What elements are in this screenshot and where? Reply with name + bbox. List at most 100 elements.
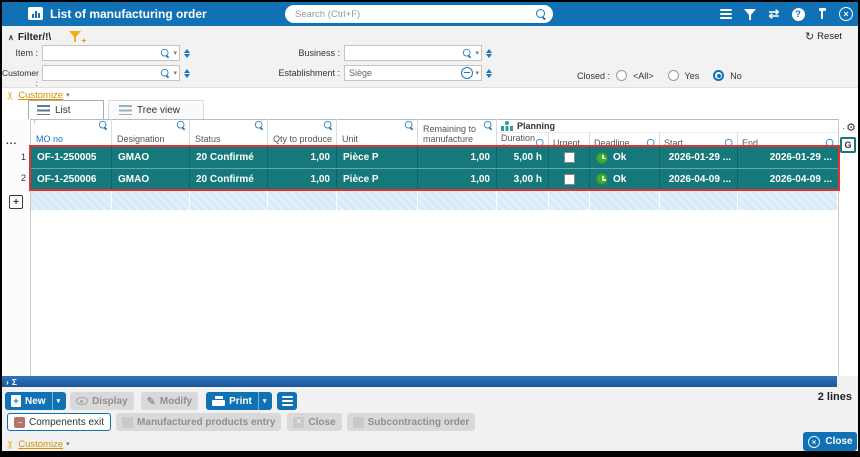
filter-header[interactable]: ∧ Filter/!\ + <box>8 30 86 45</box>
filter-icon[interactable] <box>742 6 758 22</box>
gantt-button[interactable]: G <box>840 137 856 153</box>
item-input[interactable] <box>47 48 159 58</box>
customer-input[interactable] <box>47 68 159 78</box>
closed-all-label[interactable]: <All> <box>633 70 654 81</box>
add-filter-icon[interactable]: + <box>69 30 86 45</box>
cell-duration: 3,00 h <box>497 169 549 189</box>
business-stepper[interactable] <box>484 45 493 61</box>
print-button[interactable]: Print ▾ <box>206 392 273 410</box>
column-search-icon[interactable] <box>404 120 414 130</box>
establishment-input[interactable] <box>349 68 460 78</box>
refresh-icon[interactable]: ⇄ <box>768 6 780 21</box>
table-settings-gear-icon[interactable]: ·⚙ <box>842 122 856 134</box>
column-header-qty[interactable]: Qty to produce <box>268 119 337 147</box>
collapse-chevron-icon[interactable]: ∧ <box>8 32 14 42</box>
customize-caret-icon[interactable]: ▾ <box>66 92 70 99</box>
search-input[interactable] <box>295 8 536 20</box>
business-field[interactable]: ▾ <box>344 45 482 61</box>
item-caret-icon[interactable]: ▾ <box>173 49 177 57</box>
customer-stepper[interactable] <box>182 65 191 81</box>
close-mo-button[interactable]: × Close <box>287 413 342 431</box>
column-header-urgent[interactable]: Urgent <box>549 132 590 153</box>
new-doc-icon: + <box>11 395 21 407</box>
establishment-label: Establishment : <box>278 68 340 78</box>
eye-icon <box>76 397 89 405</box>
global-search[interactable] <box>285 5 553 23</box>
column-header-remaining[interactable]: Remaining to manufacture <box>418 119 497 147</box>
closed-no-label[interactable]: No <box>730 70 742 81</box>
remove-value-icon[interactable] <box>461 67 474 79</box>
closed-all-radio[interactable] <box>616 70 628 81</box>
item-search-icon[interactable] <box>161 48 170 57</box>
business-search-icon[interactable] <box>463 48 472 57</box>
tree-view-icon <box>119 105 132 115</box>
cell-start: 2026-01-29 ... <box>660 147 738 168</box>
closed-no-radio[interactable] <box>713 70 725 81</box>
item-field[interactable]: ▾ <box>42 45 180 61</box>
cell-unit: Pièce P <box>337 169 418 189</box>
business-input[interactable] <box>349 48 461 58</box>
subcontracting-order-button[interactable]: Subcontracting order <box>346 413 476 431</box>
window-close-icon[interactable]: × <box>838 6 854 22</box>
subcontracting-icon <box>352 416 364 428</box>
print-caret-icon[interactable]: ▾ <box>257 392 266 410</box>
establishment-stepper[interactable] <box>484 65 493 81</box>
lines-count: 2 lines <box>817 391 852 403</box>
business-caret-icon[interactable]: ▾ <box>475 49 479 57</box>
display-button[interactable]: Display <box>70 392 134 410</box>
insert-row-icon[interactable]: + <box>9 195 23 209</box>
totals-expander-icon[interactable]: › <box>6 376 9 387</box>
column-header-designation[interactable]: Designation <box>112 119 190 147</box>
scissors-icon: ✂ <box>5 439 18 450</box>
totals-bar[interactable]: › Σ <box>2 376 837 387</box>
closed-yes-label[interactable]: Yes <box>684 70 700 81</box>
gutter-options-icon[interactable]: ... <box>6 136 18 147</box>
customer-search-icon[interactable] <box>161 68 170 77</box>
cell-remaining: 1,00 <box>418 147 497 168</box>
menu-icon[interactable] <box>718 6 734 22</box>
sort-icon: ↑ <box>33 119 37 126</box>
table-row[interactable]: OF-1-250006 GMAO 20 Confirmé 1,00 Pièce … <box>31 168 838 189</box>
customize-caret-icon[interactable]: ▾ <box>66 441 70 448</box>
reset-button[interactable]: ↻ Reset <box>804 31 842 43</box>
column-search-icon[interactable] <box>254 120 264 130</box>
manufactured-products-entry-button[interactable]: Manufactured products entry <box>116 413 282 431</box>
cell-start: 2026-04-09 ... <box>660 169 738 189</box>
components-exit-button[interactable]: → Compenents exit <box>7 413 112 431</box>
customize-bottom[interactable]: ✂ Customize ▾ <box>5 438 70 451</box>
customer-caret-icon[interactable]: ▾ <box>173 69 177 77</box>
column-header-mo-no[interactable]: ↑ MO no <box>31 119 112 147</box>
column-search-icon[interactable] <box>323 120 333 130</box>
closed-yes-radio[interactable] <box>667 70 679 81</box>
customer-field[interactable]: ▾ <box>42 65 180 81</box>
search-icon[interactable] <box>536 8 547 20</box>
urgent-checkbox[interactable] <box>563 173 575 185</box>
new-row-strip[interactable] <box>31 190 838 210</box>
modify-button[interactable]: ✎ Modify <box>140 392 199 410</box>
actions-menu-button[interactable] <box>277 392 298 410</box>
customize-link[interactable]: Customize <box>18 439 64 450</box>
customize-link[interactable]: Customize <box>18 90 64 101</box>
new-caret-icon[interactable]: ▾ <box>51 392 60 410</box>
column-search-icon[interactable] <box>176 120 186 130</box>
customize-top[interactable]: ✂ Customize ▾ <box>5 89 70 102</box>
establishment-field[interactable]: ▾ <box>344 65 482 81</box>
column-search-icon[interactable] <box>483 120 493 130</box>
close-button[interactable]: × Close <box>803 432 857 451</box>
pin-icon[interactable] <box>814 6 830 22</box>
table-row[interactable]: OF-1-250005 GMAO 20 Confirmé 1,00 Pièce … <box>31 147 838 168</box>
new-button[interactable]: + New ▾ <box>5 392 67 410</box>
cell-status: 20 Confirmé <box>190 169 268 189</box>
tab-tree-view[interactable]: Tree view <box>108 100 204 119</box>
deadline-ok-icon <box>596 173 608 185</box>
products-entry-icon <box>122 416 134 428</box>
column-header-unit[interactable]: Unit <box>337 119 418 147</box>
establishment-caret-icon[interactable]: ▾ <box>475 69 479 77</box>
planning-group-header: Planning <box>497 119 838 132</box>
column-header-status[interactable]: Status <box>190 119 268 147</box>
tab-list[interactable]: List <box>28 100 104 119</box>
item-stepper[interactable] <box>182 45 191 61</box>
urgent-checkbox[interactable] <box>563 152 575 163</box>
column-search-icon[interactable] <box>98 120 108 130</box>
help-icon[interactable]: ? <box>790 6 806 22</box>
